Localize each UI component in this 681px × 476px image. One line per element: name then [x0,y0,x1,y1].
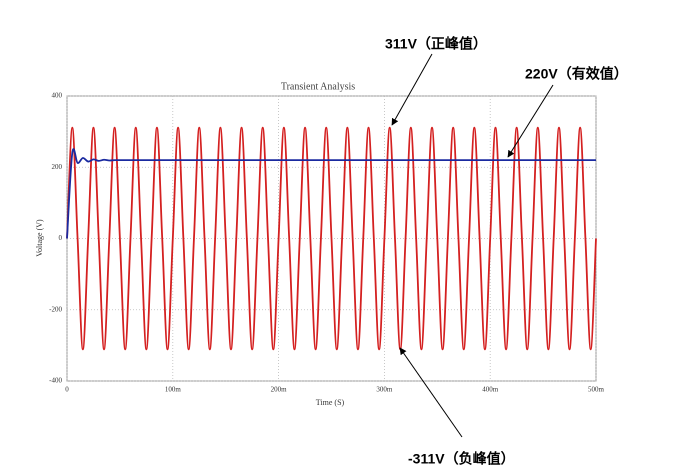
x-axis-label: Time (S) [316,398,345,407]
arrow [507,84,554,158]
x-tick-label: 0 [65,386,69,394]
annotation: -311V（负峰值） [408,451,515,467]
x-tick-label: 500m [588,386,605,394]
y-tick-label: -200 [49,305,62,313]
y-axis-label: Voltage (V) [35,219,44,257]
annotation: 311V（正峰值） [385,36,487,52]
arrow [391,53,433,126]
y-tick-label: -400 [49,377,62,385]
y-tick-label: 0 [59,234,63,242]
y-tick-label: 400 [52,92,63,100]
x-tick-label: 200m [271,386,288,394]
series-line [66,126,597,351]
x-tick-label: 100m [165,386,182,394]
arrow [399,347,463,438]
x-tick-label: 400m [482,386,499,394]
chart-title: Transient Analysis [281,81,355,92]
x-tick-label: 300m [376,386,393,394]
y-tick-label: 200 [52,163,63,171]
annotation: 220V（有效值） [525,66,628,82]
series-line [66,148,596,239]
